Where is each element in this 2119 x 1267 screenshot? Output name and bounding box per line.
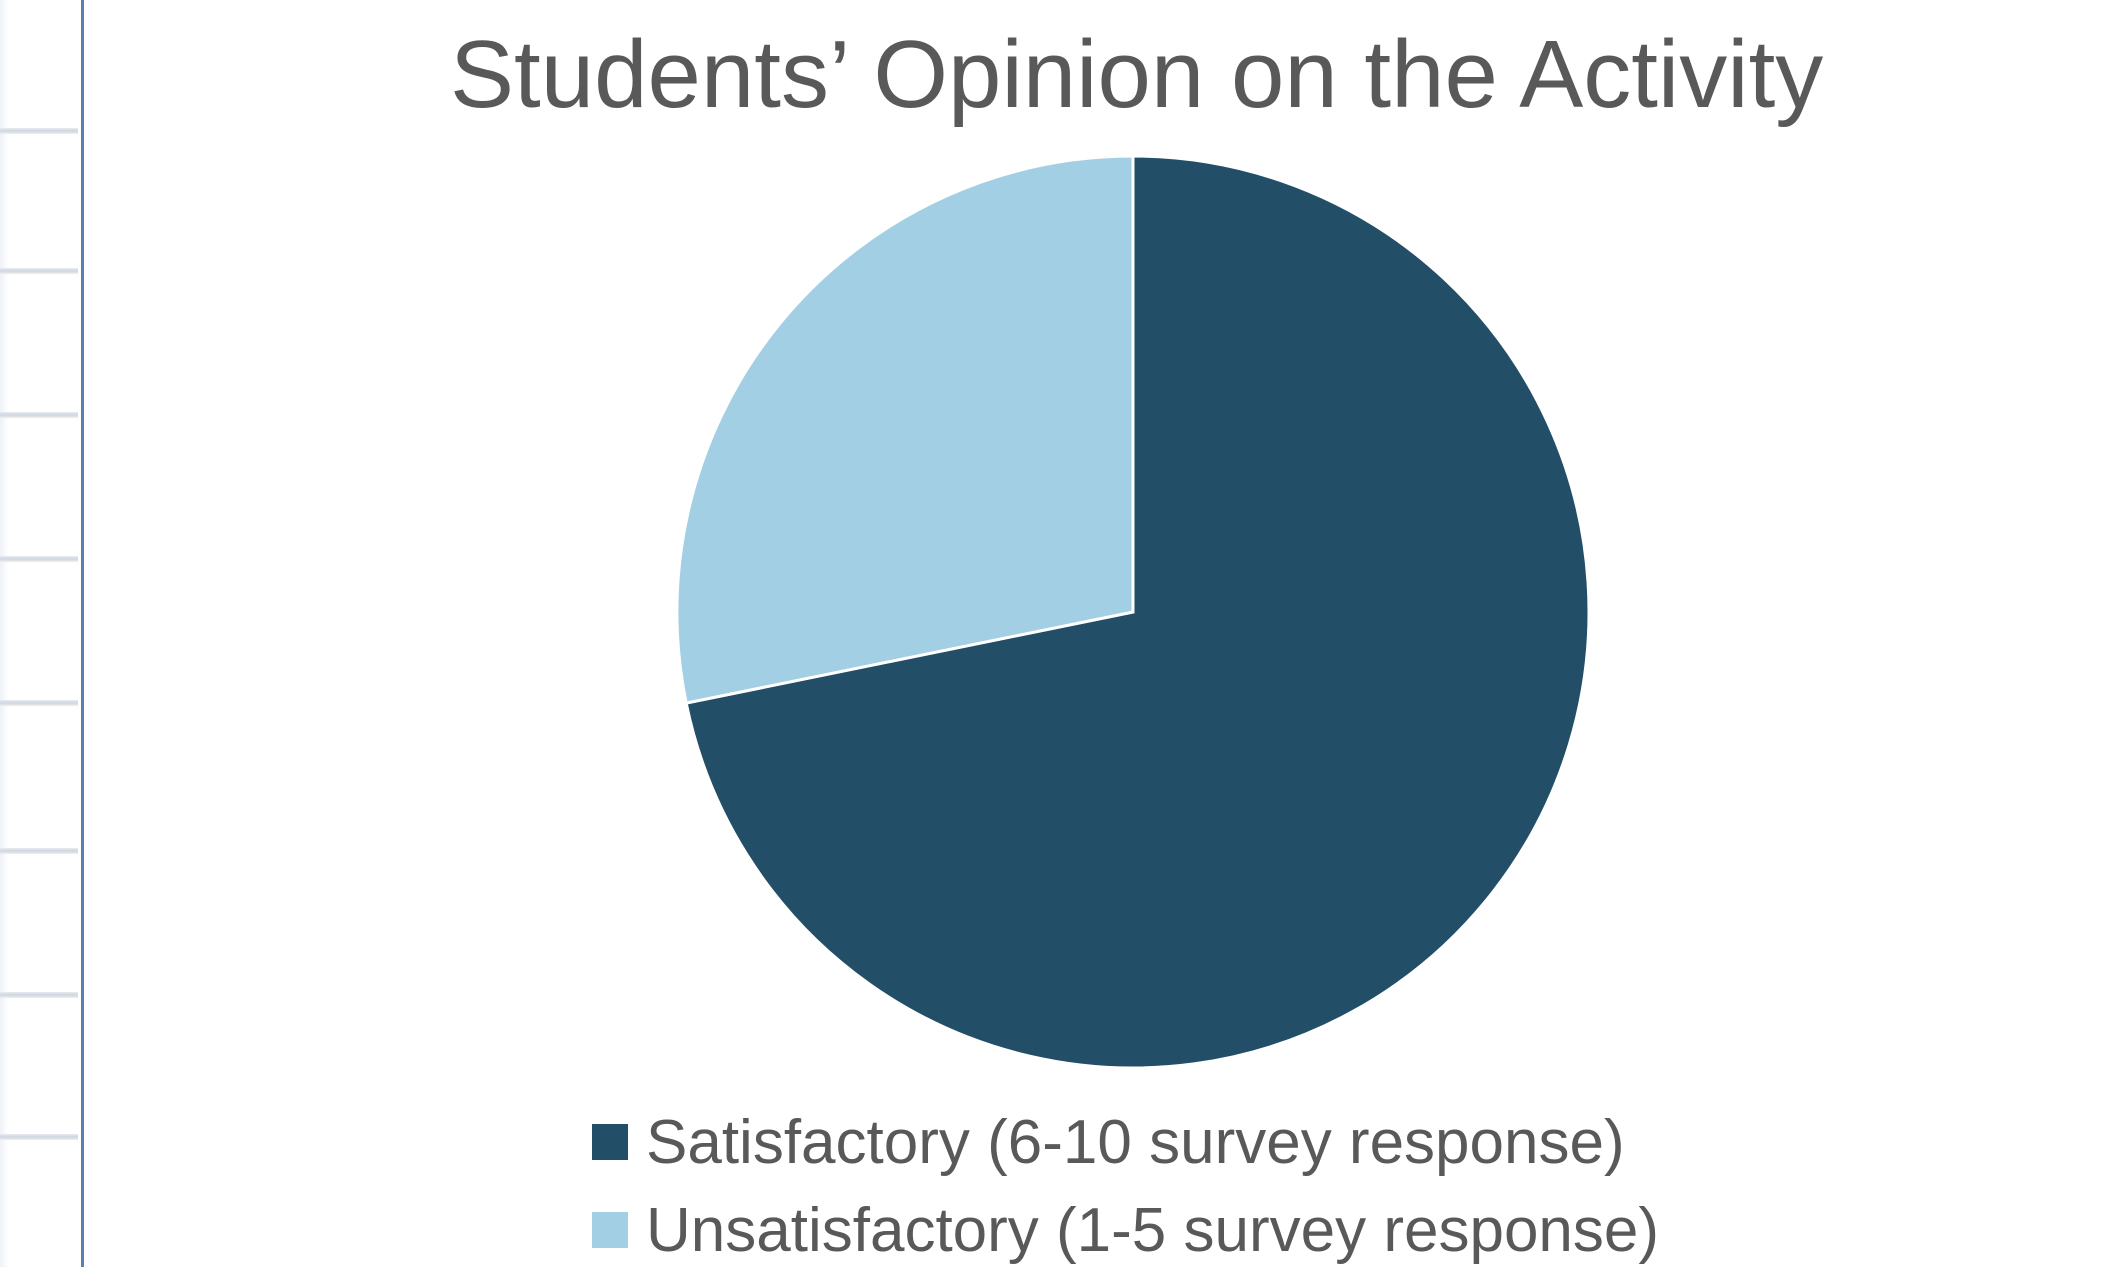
thumbnail-divider	[0, 556, 78, 562]
thumbnail-divider	[0, 700, 78, 706]
thumbnail-panel-shade	[0, 0, 8, 1267]
thumbnail-divider	[0, 1134, 78, 1140]
legend-label-unsatisfactory: Unsatisfactory (1-5 survey response)	[646, 1195, 1660, 1265]
thumbnail-divider	[0, 268, 78, 274]
thumbnail-divider	[0, 128, 78, 134]
pie-slice-satisfactory	[684, 154, 1591, 1070]
thumbnail-divider	[0, 412, 78, 418]
pie-slice-unsatisfactory	[675, 154, 1135, 705]
thumbnail-divider	[0, 992, 78, 998]
legend-swatch-unsatisfactory	[592, 1212, 628, 1248]
legend-item-satisfactory: Satisfactory (6-10 survey response)	[592, 1098, 1659, 1186]
slide-thumbnail-panel[interactable]	[0, 0, 84, 1267]
legend-label-satisfactory: Satisfactory (6-10 survey response)	[646, 1107, 1625, 1177]
legend-swatch-satisfactory	[592, 1124, 628, 1160]
legend-item-unsatisfactory: Unsatisfactory (1-5 survey response)	[592, 1186, 1659, 1267]
chart-legend: Satisfactory (6-10 survey response) Unsa…	[592, 1098, 1659, 1267]
thumbnail-divider	[0, 848, 78, 854]
chart-title: Students’ Opinion on the Activity	[450, 21, 1824, 128]
